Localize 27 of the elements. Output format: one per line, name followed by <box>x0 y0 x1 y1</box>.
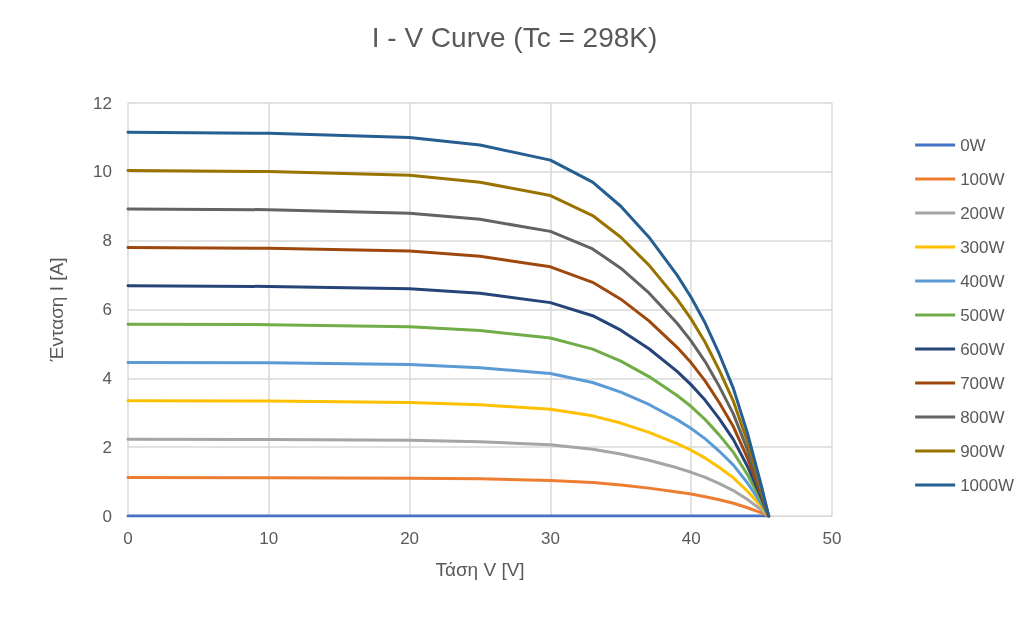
legend-label: 0W <box>960 135 986 155</box>
x-axis-title: Τάση V [V] <box>435 559 525 580</box>
legend-label: 300W <box>960 237 1005 257</box>
y-tick-label: 2 <box>102 437 112 457</box>
y-tick-label: 12 <box>93 93 112 113</box>
legend-label: 200W <box>960 203 1005 223</box>
x-tick-label: 0 <box>123 529 133 548</box>
legend-label: 1000W <box>960 475 1015 495</box>
y-tick-label: 4 <box>102 368 112 388</box>
y-tick-label: 10 <box>93 162 112 182</box>
x-tick-label: 10 <box>259 529 279 548</box>
y-tick-label: 6 <box>102 300 112 319</box>
legend-label: 800W <box>960 407 1005 427</box>
y-tick-label: 0 <box>102 506 112 526</box>
legend-label: 900W <box>960 441 1005 461</box>
legend-label: 400W <box>960 271 1005 291</box>
legend-label: 700W <box>960 373 1005 393</box>
x-tick-label: 20 <box>400 529 420 548</box>
legend-label: 500W <box>960 305 1005 325</box>
y-axis-title: Ένταση I [A] <box>46 257 67 363</box>
legend-label: 100W <box>960 169 1005 189</box>
y-tick-label: 8 <box>102 231 112 251</box>
x-tick-label: 30 <box>540 529 560 548</box>
x-tick-label: 40 <box>681 529 701 548</box>
legend-label: 600W <box>960 339 1005 359</box>
x-tick-label: 50 <box>822 529 842 548</box>
chart-title: I - V Curve (Tc = 298K) <box>371 21 658 53</box>
